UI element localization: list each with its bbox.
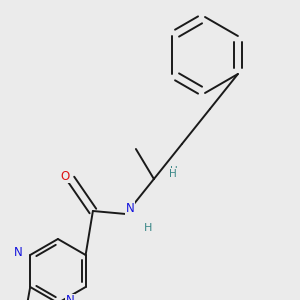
- Text: O: O: [60, 169, 70, 182]
- Text: H: H: [169, 169, 177, 179]
- Text: N: N: [65, 295, 74, 300]
- Text: N: N: [14, 247, 22, 260]
- Text: H: H: [170, 166, 178, 176]
- Text: N: N: [125, 202, 134, 214]
- Text: H: H: [144, 223, 152, 233]
